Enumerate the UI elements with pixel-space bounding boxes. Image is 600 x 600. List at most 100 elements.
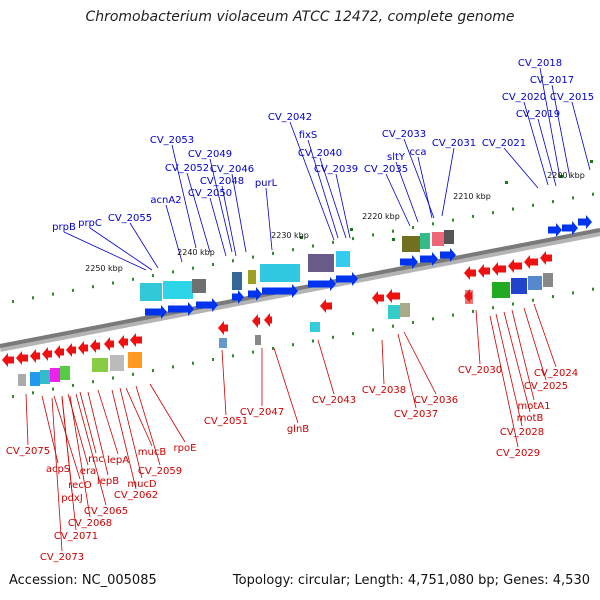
gene-label-top[interactable]: CV_2015 — [550, 92, 594, 103]
feature-box — [402, 236, 420, 252]
reverse-gene-arrow — [478, 264, 490, 278]
gene-label-bottom[interactable]: CV_2043 — [312, 395, 356, 406]
tick-mark — [152, 274, 154, 278]
gene-label-top[interactable]: fixS — [299, 130, 318, 141]
gene-label-top[interactable]: CV_2049 — [188, 149, 232, 160]
leader-line-bottom — [475, 309, 481, 365]
gene-label-top[interactable]: CV_2052 — [165, 163, 209, 174]
feature-box — [388, 305, 400, 319]
gene-label-top[interactable]: CV_2040 — [298, 148, 342, 159]
gene-label-top[interactable]: CV_2021 — [482, 138, 526, 149]
reverse-gene-arrow — [130, 333, 142, 347]
leader-line-bottom — [135, 385, 161, 466]
gene-label-bottom[interactable]: CV_2029 — [496, 448, 540, 459]
tick-mark — [392, 324, 394, 328]
gene-label-bottom[interactable]: pdxJ — [61, 493, 83, 504]
gene-label-bottom[interactable]: mucB — [138, 447, 167, 458]
gene-label-top[interactable]: CV_2046 — [210, 164, 254, 175]
gene-label-bottom[interactable]: CV_2059 — [138, 466, 182, 477]
forward-gene-arrow — [168, 302, 194, 316]
gene-label-top[interactable]: prpB — [52, 222, 76, 233]
gene-label-bottom[interactable]: CV_2071 — [54, 531, 98, 542]
gene-label-bottom[interactable]: mucD — [127, 479, 157, 490]
gene-label-top[interactable]: CV_2039 — [314, 164, 358, 175]
gene-label-bottom[interactable]: motB — [517, 413, 544, 424]
gene-labels[interactable]: CV_2018 CV_2017 CV_2020 CV_2015 CV_2019 CV_20… — [6, 58, 594, 563]
gene-label-bottom[interactable]: CV_2075 — [6, 446, 50, 457]
tick-mark — [452, 218, 454, 222]
gene-label-bottom[interactable]: CV_2068 — [68, 518, 112, 529]
gene-label-bottom[interactable]: CV_2062 — [114, 490, 158, 501]
gene-label-bottom[interactable]: CV_2047 — [240, 407, 284, 418]
reverse-gene-arrow — [386, 289, 400, 303]
gene-label-bottom[interactable]: rnc — [88, 454, 104, 465]
tick-mark — [212, 358, 214, 361]
gene-label-bottom[interactable]: motA1 — [518, 401, 551, 412]
forward-gene-arrow — [562, 221, 578, 235]
gene-label-top[interactable]: CV_2050 — [188, 188, 232, 199]
tick-mark — [552, 295, 554, 299]
tick-mark — [72, 288, 74, 292]
kbp-label: 2220 kbp — [362, 212, 400, 221]
leader-line-top — [165, 204, 183, 263]
gene-label-bottom[interactable]: rpoE — [174, 443, 197, 454]
gene-label-bottom[interactable]: acpS — [46, 464, 70, 475]
leader-line-bottom — [53, 395, 81, 480]
gene-label-bottom[interactable]: CV_2073 — [40, 552, 84, 563]
leader-line-top — [89, 227, 153, 271]
tick-mark — [232, 354, 234, 358]
gene-label-top[interactable]: CV_2035 — [364, 164, 408, 175]
gene-label-bottom[interactable]: CV_2037 — [394, 409, 438, 420]
gene-label-bottom[interactable]: CV_2030 — [458, 365, 502, 376]
leader-line-bottom — [489, 315, 519, 448]
gene-label-bottom[interactable]: CV_2038 — [362, 385, 406, 396]
gene-label-top[interactable]: CV_2020 — [502, 92, 546, 103]
leader-line-bottom — [221, 349, 227, 416]
gene-label-bottom[interactable]: era — [80, 466, 96, 477]
gene-label-top[interactable]: CV_2031 — [432, 138, 476, 149]
gene-label-bottom[interactable]: CV_2065 — [84, 506, 128, 517]
tick-mark — [352, 237, 354, 241]
tick-mark — [192, 361, 194, 365]
gene-label-top[interactable]: prpC — [78, 218, 102, 229]
gene-label-bottom[interactable]: recO — [68, 480, 92, 491]
feature-box — [420, 233, 430, 249]
feature-box — [400, 303, 410, 317]
gene-label-bottom[interactable]: CV_2028 — [500, 427, 544, 438]
gene-label-top[interactable]: CV_2042 — [268, 112, 312, 123]
gene-label-top[interactable]: CV_2017 — [530, 75, 574, 86]
gene-label-top[interactable]: cca — [409, 147, 426, 158]
gene-label-bottom[interactable]: lepA — [107, 455, 129, 466]
gene-label-top[interactable]: CV_2019 — [516, 109, 560, 120]
gene-label-bottom[interactable]: CV_2025 — [524, 381, 568, 392]
leader-line-bottom — [69, 395, 91, 518]
tick-mark — [560, 175, 563, 178]
gene-label-top[interactable]: CV_2055 — [108, 213, 152, 224]
leader-line-bottom — [125, 387, 153, 447]
feature-box — [492, 282, 510, 298]
gene-label-top[interactable]: CV_2048 — [200, 176, 244, 187]
gene-label-bottom[interactable]: CV_2036 — [414, 395, 458, 406]
forward-gene-arrow — [262, 284, 298, 298]
leader-line-bottom — [79, 391, 97, 454]
gene-label-top[interactable]: CV_2033 — [382, 129, 426, 140]
gene-arrows[interactable] — [2, 215, 592, 367]
leader-line-bottom — [503, 311, 531, 413]
gene-label-bottom[interactable]: glnB — [287, 424, 309, 435]
leader-line-bottom — [273, 347, 299, 424]
tick-mark — [272, 251, 274, 255]
gene-label-top[interactable]: acnA2 — [150, 195, 181, 206]
reverse-gene-arrow — [90, 339, 100, 353]
gene-label-top[interactable]: CV_2018 — [518, 58, 562, 69]
gene-label-top[interactable]: CV_2053 — [150, 135, 194, 146]
forward-gene-arrow — [196, 298, 218, 312]
leader-line-bottom — [533, 303, 557, 368]
gene-label-top[interactable]: sltY — [387, 152, 406, 163]
feature-box — [255, 335, 261, 345]
gene-label-top[interactable]: purL — [255, 178, 278, 189]
gene-label-bottom[interactable]: CV_2024 — [534, 368, 578, 379]
gene-label-bottom[interactable]: CV_2051 — [204, 416, 248, 427]
reverse-gene-arrow — [320, 299, 332, 313]
gene-label-bottom[interactable]: lepB — [97, 476, 119, 487]
